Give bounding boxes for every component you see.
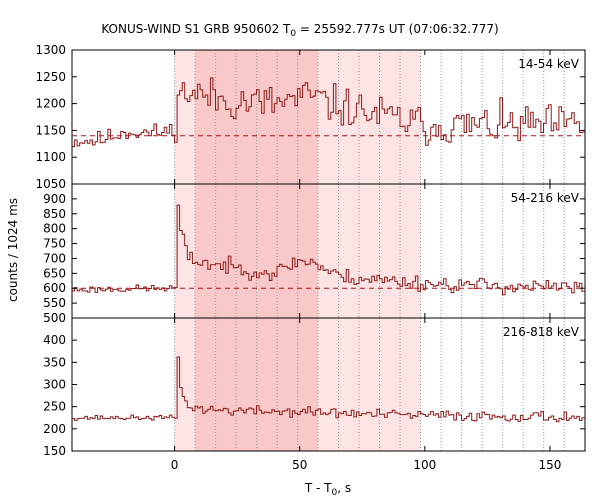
x-axis-label: T - T0, s (304, 481, 351, 498)
x-tick-label: 150 (539, 458, 562, 472)
chart-title: KONUS-WIND S1 GRB 950602 T0 = 25592.777s… (101, 22, 498, 39)
y-tick-label: 900 (43, 192, 66, 206)
data-step-line (72, 204, 585, 296)
y-tick-label: 600 (43, 281, 66, 295)
x-tick-label: 0 (171, 458, 179, 472)
y-tick-label: 200 (43, 422, 66, 436)
data-step-line (72, 77, 585, 147)
y-tick-label: 500 (43, 311, 66, 325)
y-tick-label: 1100 (35, 150, 66, 164)
panel-energy-label: 54-216 keV (511, 191, 580, 205)
y-tick-label: 400 (43, 333, 66, 347)
y-tick-label: 250 (43, 400, 66, 414)
y-tick-label: 150 (43, 444, 66, 458)
panel-216-818: 150 200 250 300 350 400 216-818 keV (43, 317, 586, 458)
y-tick-label: 550 (43, 296, 66, 310)
y-tick-label: 1150 (35, 123, 66, 137)
y-tick-label: 700 (43, 251, 66, 265)
y-tick-label: 650 (43, 266, 66, 280)
x-tick-label: 100 (413, 458, 436, 472)
panel-14-54: 1050 1100 1150 1200 1250 1300 14-54 keV (35, 43, 586, 191)
data-step-line (72, 356, 585, 423)
panel-energy-label: 14-54 keV (518, 57, 580, 71)
y-tick-label: 1200 (35, 97, 66, 111)
panel-energy-label: 216-818 keV (503, 325, 580, 339)
y-tick-label: 1050 (35, 177, 66, 191)
x-tick-label: 50 (292, 458, 307, 472)
y-tick-label: 800 (43, 222, 66, 236)
y-tick-label: 750 (43, 237, 66, 251)
y-tick-label: 1300 (35, 43, 66, 57)
y-tick-label: 1250 (35, 70, 66, 84)
y-axis-label: counts / 1024 ms (6, 198, 20, 302)
y-tick-label: 850 (43, 207, 66, 221)
y-tick-label: 300 (43, 378, 66, 392)
y-tick-label: 350 (43, 355, 66, 369)
